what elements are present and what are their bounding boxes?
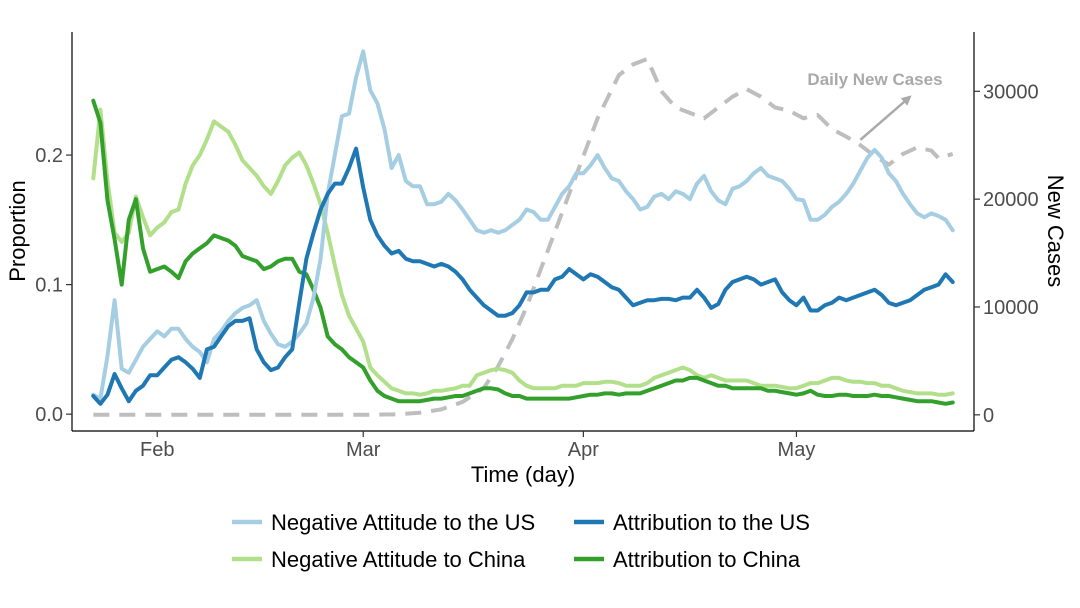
legend-item-negative-attitude-to-china: Negative Attitude to China xyxy=(232,547,526,572)
annotation-layer: Daily New Cases xyxy=(807,70,943,141)
x-tick-label-may: May xyxy=(778,439,816,461)
legend-item-attribution-to-china: Attribution to China xyxy=(574,547,801,572)
right-y-tick-label: 0 xyxy=(983,405,994,427)
series-line-attribution-to-china xyxy=(91,98,955,406)
left-y-tick-label: 0.0 xyxy=(35,404,63,426)
legend-label: Negative Attitude to the US xyxy=(271,510,535,535)
right-y-axis-title: New Cases xyxy=(1043,175,1068,287)
tick-layer: Feb Mar Apr May 0.0 0.1 0.2 0 10000 20000 30000 xyxy=(35,81,1038,461)
legend-label: Attribution to China xyxy=(613,547,801,572)
legend-item-attribution-to-the-us: Attribution to the US xyxy=(574,510,810,535)
right-y-tick-label: 30000 xyxy=(983,81,1039,103)
legend-label: Attribution to the US xyxy=(613,510,810,535)
legend-label: Negative Attitude to China xyxy=(271,547,526,572)
left-y-tick-label: 0.2 xyxy=(35,145,63,167)
x-tick-label-apr: Apr xyxy=(568,439,599,461)
series-layer xyxy=(91,49,955,417)
right-y-tick-label: 20000 xyxy=(983,189,1039,211)
right-y-tick-label: 10000 xyxy=(983,297,1039,319)
left-y-axis-title: Proportion xyxy=(5,180,30,282)
series-line-daily-new-cases xyxy=(93,57,954,417)
annotation-arrow xyxy=(859,95,912,141)
left-y-tick-label: 0.1 xyxy=(35,275,63,297)
series-line-negative-attitude-to-the-us xyxy=(91,49,955,401)
x-axis-title: Time (day) xyxy=(471,462,575,487)
x-tick-label-feb: Feb xyxy=(140,439,174,461)
annotation-daily-new-cases: Daily New Cases xyxy=(807,70,942,89)
x-tick-label-mar: Mar xyxy=(346,439,381,461)
series-line-attribution-to-the-us xyxy=(91,146,955,406)
series-line-negative-attitude-to-china xyxy=(91,107,955,397)
legend-item-negative-attitude-to-the-us: Negative Attitude to the US xyxy=(232,510,535,535)
legend: Negative Attitude to the US Attribution t… xyxy=(232,510,810,572)
plot-panel xyxy=(71,32,975,432)
